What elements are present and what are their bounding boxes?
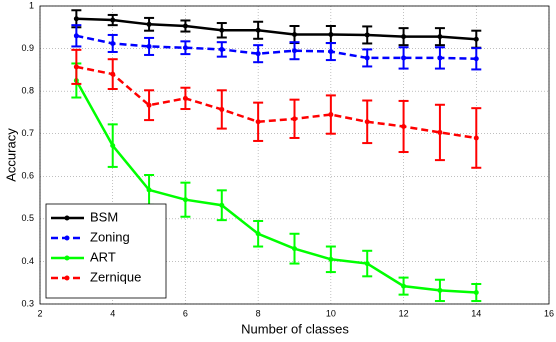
y-axis-label: Accuracy <box>3 128 18 182</box>
y-tick-label: 0.6 <box>21 171 34 181</box>
y-tick-label: 0.3 <box>21 298 34 308</box>
point <box>255 27 261 33</box>
point <box>364 261 370 267</box>
point <box>255 119 261 125</box>
legend-marker <box>64 215 70 221</box>
x-tick-label: 2 <box>37 308 42 318</box>
plot-frame <box>39 5 550 305</box>
point <box>73 16 79 22</box>
point <box>182 23 188 29</box>
y-tick-label: 0.5 <box>21 213 34 223</box>
legend-label: Zernique <box>90 269 141 284</box>
point <box>437 129 443 135</box>
legend-marker <box>64 235 70 241</box>
point <box>473 290 479 296</box>
point <box>292 32 297 38</box>
point <box>401 283 407 289</box>
point <box>182 45 188 51</box>
point <box>146 43 152 49</box>
series-line <box>76 65 477 140</box>
x-tick-label: 12 <box>399 308 409 318</box>
point <box>146 187 152 193</box>
point <box>110 40 116 46</box>
point <box>401 123 407 129</box>
point <box>437 287 443 293</box>
x-tick-label: 4 <box>110 308 115 318</box>
x-axis-label: Number of classes <box>241 321 349 336</box>
series-line <box>76 17 477 41</box>
point <box>110 71 116 77</box>
point <box>73 33 79 39</box>
legend-label: ART <box>90 249 116 264</box>
point <box>328 49 334 55</box>
y-tick-label: 0.4 <box>21 256 34 266</box>
point <box>110 143 116 149</box>
x-tick-label: 8 <box>256 308 261 318</box>
x-tick-label: 6 <box>183 308 188 318</box>
y-tick-label: 0.9 <box>21 43 34 53</box>
point <box>473 135 479 141</box>
point <box>182 95 188 101</box>
x-tick-label: 16 <box>544 308 554 318</box>
legend-label: Zoning <box>90 229 130 244</box>
point <box>182 197 188 203</box>
point <box>437 34 443 40</box>
point <box>364 119 370 125</box>
point <box>255 231 261 237</box>
point <box>401 34 407 40</box>
point <box>110 17 116 23</box>
point <box>73 64 79 70</box>
point <box>146 102 152 108</box>
legend-label: BSM <box>90 209 118 224</box>
point <box>364 55 370 61</box>
x-tick-label: 14 <box>471 308 481 318</box>
legend-marker <box>64 275 70 281</box>
point <box>219 106 225 112</box>
point <box>219 202 225 208</box>
point <box>473 36 479 42</box>
point <box>292 246 297 252</box>
point <box>328 112 334 118</box>
x-tick-label: 10 <box>326 308 336 318</box>
y-tick-label: 0.7 <box>21 128 34 138</box>
y-tick-label: 0.8 <box>21 86 34 96</box>
point <box>364 32 370 38</box>
point <box>219 27 225 33</box>
point <box>255 51 261 57</box>
legend-marker <box>64 255 70 261</box>
point <box>292 48 297 54</box>
y-tick-label: 1 <box>29 0 34 10</box>
point <box>219 46 225 52</box>
point <box>328 32 334 38</box>
point <box>473 56 479 62</box>
point <box>437 55 443 61</box>
point <box>328 256 334 262</box>
point <box>292 116 297 122</box>
series-line <box>75 79 477 294</box>
point <box>146 21 152 27</box>
series-line <box>76 34 477 61</box>
point <box>401 55 407 61</box>
